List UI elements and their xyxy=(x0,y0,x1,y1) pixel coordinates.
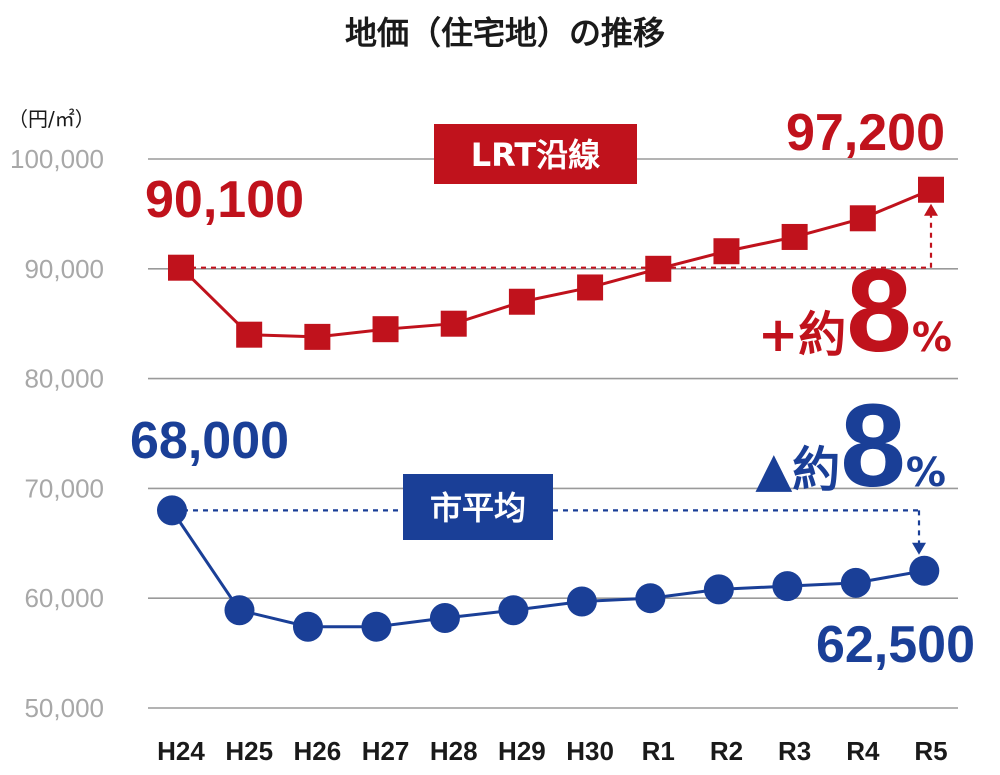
data-point xyxy=(508,288,535,315)
series-city xyxy=(157,495,940,642)
data-point xyxy=(781,223,808,250)
y-axis-ticks: 100,000 90,000 80,000 70,000 60,000 50,000 xyxy=(10,144,104,723)
data-point xyxy=(361,611,392,642)
x-tick-label: H26 xyxy=(294,736,342,766)
data-point xyxy=(918,176,944,203)
data-point xyxy=(440,310,467,337)
lrt-arrow-head-icon xyxy=(924,203,938,216)
legend-lrt: LRT沿線 xyxy=(434,124,637,184)
x-tick-label: R5 xyxy=(914,736,947,766)
data-point xyxy=(498,595,529,626)
lrt-change-percent: % xyxy=(912,315,952,361)
x-tick-label: R3 xyxy=(778,736,811,766)
data-point xyxy=(372,316,399,343)
chart-title: 地価（住宅地）の推移 xyxy=(345,14,665,52)
data-point xyxy=(168,254,194,281)
data-point xyxy=(236,321,263,348)
x-tick-label: H30 xyxy=(566,736,614,766)
data-point xyxy=(577,274,604,301)
y-tick-label: 100,000 xyxy=(10,144,104,174)
lrt-change-prefix: +約 xyxy=(758,307,846,363)
x-tick-label: H28 xyxy=(430,736,478,766)
x-tick-label: H24 xyxy=(157,736,205,766)
lrt-change-annotation: +約8% xyxy=(758,245,952,377)
city-change-percent: % xyxy=(906,450,946,496)
legend-city-box xyxy=(403,474,553,540)
data-point xyxy=(429,602,460,633)
legend-city-label: 市平均 xyxy=(430,489,526,527)
data-point xyxy=(840,567,871,598)
data-point xyxy=(635,583,666,614)
x-tick-label: R2 xyxy=(710,736,743,766)
label-city-start: 68,000 xyxy=(130,412,289,470)
x-axis-ticks: H24 H25 H26 H27 H28 H29 H30 R1 R2 R3 R4 R5 xyxy=(157,736,947,766)
label-city-end: 62,500 xyxy=(816,616,975,674)
data-point xyxy=(157,495,187,526)
x-tick-label: H27 xyxy=(362,736,410,766)
y-tick-label: 90,000 xyxy=(24,254,104,284)
data-point xyxy=(772,571,803,602)
series-lrt xyxy=(168,176,944,350)
y-axis-unit: （円/㎡） xyxy=(8,107,95,131)
y-tick-label: 60,000 xyxy=(24,583,104,613)
data-point xyxy=(645,255,672,282)
city-change-annotation: ▲約8% xyxy=(755,380,946,512)
y-tick-label: 50,000 xyxy=(24,693,104,723)
city-arrow-head-icon xyxy=(912,542,926,555)
data-point xyxy=(703,574,734,605)
data-point xyxy=(292,611,323,642)
x-tick-label: H25 xyxy=(225,736,273,766)
city-change-value: 8 xyxy=(840,380,906,512)
label-lrt-end: 97,200 xyxy=(786,104,945,162)
x-tick-label: H29 xyxy=(498,736,546,766)
legend-lrt-box xyxy=(434,124,637,184)
legend-lrt-label: LRT沿線 xyxy=(471,136,600,174)
data-point xyxy=(304,323,331,350)
data-point xyxy=(713,238,740,265)
city-change-prefix: ▲約 xyxy=(755,442,840,498)
x-tick-label: R1 xyxy=(642,736,675,766)
data-point xyxy=(849,205,876,232)
lrt-change-value: 8 xyxy=(846,245,912,377)
data-point xyxy=(566,586,597,617)
legend-city: 市平均 xyxy=(403,474,553,540)
label-lrt-start: 90,100 xyxy=(145,171,304,229)
y-tick-label: 80,000 xyxy=(24,364,104,394)
data-point xyxy=(909,555,940,586)
data-point xyxy=(224,595,255,626)
y-tick-label: 70,000 xyxy=(24,473,104,503)
x-tick-label: R4 xyxy=(846,736,880,766)
